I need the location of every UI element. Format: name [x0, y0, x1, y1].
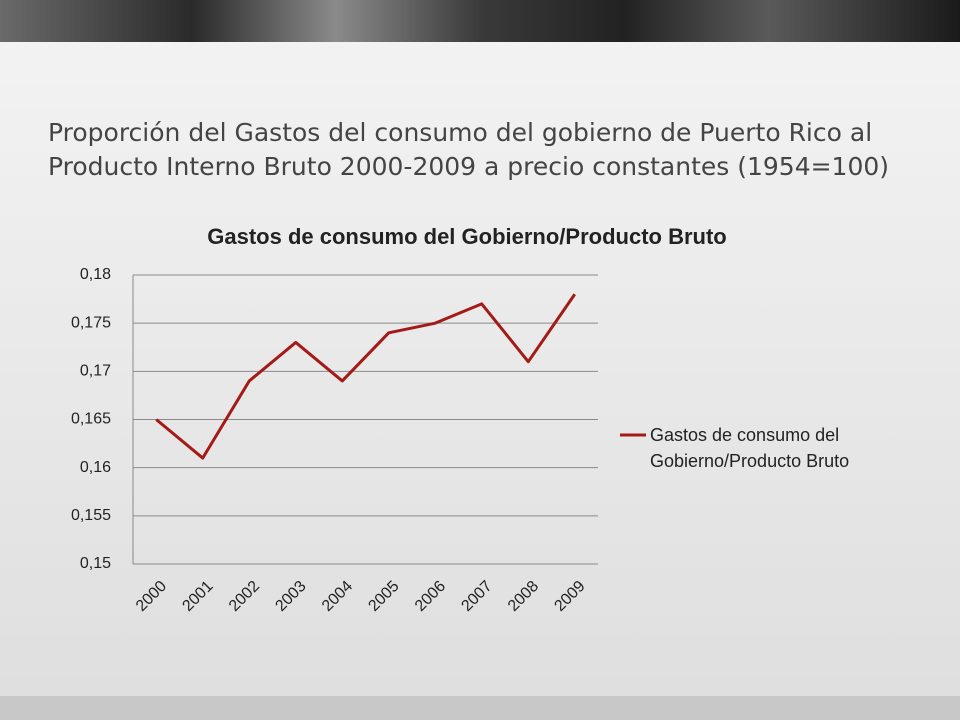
- chart-title: Gastos de consumo del Gobierno/Producto …: [207, 224, 726, 249]
- y-tick-label: 0,15: [80, 555, 111, 572]
- x-tick-label: 2003: [272, 578, 309, 615]
- y-tick-label: 0,18: [80, 266, 111, 283]
- x-tick-label: 2001: [179, 578, 216, 615]
- y-tick-label: 0,16: [80, 459, 111, 476]
- slide-title: Proporción del Gastos del consumo del go…: [48, 118, 890, 181]
- x-tick-label: 2006: [412, 578, 449, 615]
- x-tick-label: 2009: [551, 578, 588, 615]
- x-tick-label: 2000: [133, 578, 170, 615]
- y-tick-label: 0,175: [71, 314, 111, 331]
- y-tick-label: 0,165: [71, 411, 111, 428]
- x-tick-label: 2004: [319, 578, 356, 615]
- x-tick-label: 2008: [505, 578, 542, 615]
- x-tick-label: 2002: [226, 578, 263, 615]
- y-tick-label: 0,155: [71, 507, 111, 524]
- x-tick-label: 2007: [458, 578, 495, 615]
- footer-band: [0, 696, 960, 720]
- y-tick-label: 0,17: [80, 363, 111, 380]
- header-band: [0, 0, 960, 42]
- x-tick-label: 2005: [365, 578, 402, 615]
- legend-label: Gastos de consumo del Gobierno/Producto …: [650, 425, 850, 471]
- line-series: [155, 293, 576, 460]
